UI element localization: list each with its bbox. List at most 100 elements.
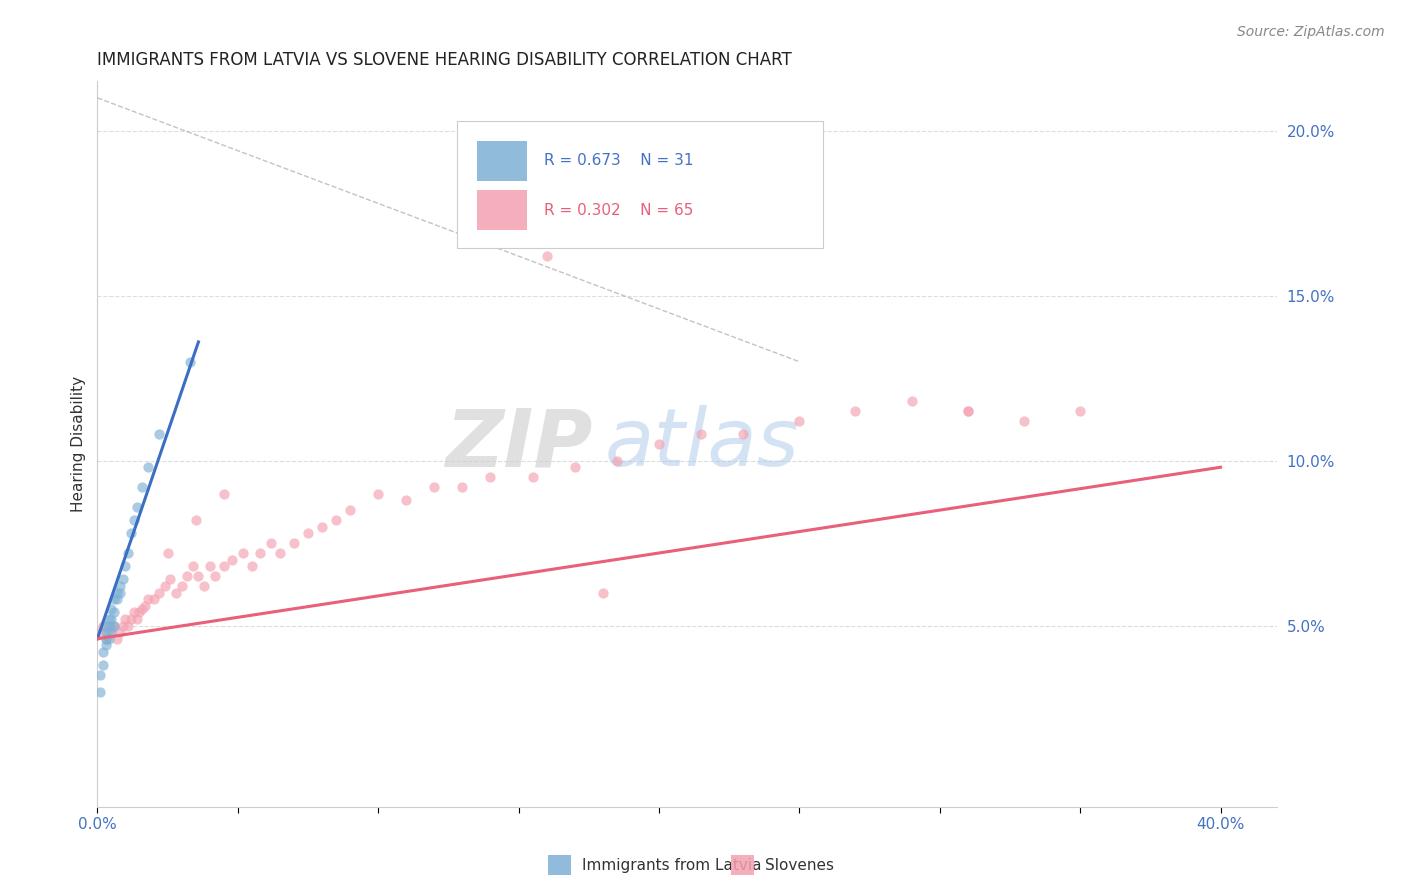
Point [181, 559, 204, 574]
Bar [477, 141, 527, 181]
Point [108, 585, 131, 599]
Text: Slovenes: Slovenes [765, 858, 834, 872]
Point [536, 249, 558, 263]
Text: atlas: atlas [605, 405, 799, 483]
Point [142, 592, 165, 607]
Point [97, 625, 120, 640]
Point [89, 684, 111, 698]
Point [221, 552, 243, 566]
Point [153, 579, 176, 593]
Point [91, 645, 114, 659]
Text: ZIP: ZIP [446, 405, 593, 483]
Point [97, 632, 120, 646]
Point [176, 569, 198, 583]
Point [451, 480, 474, 494]
Point [105, 592, 128, 607]
Point [136, 592, 159, 607]
Point [606, 453, 628, 467]
Point [198, 559, 221, 574]
Text: R = 0.673    N = 31: R = 0.673 N = 31 [544, 153, 693, 169]
Text: Immigrants from Latvia: Immigrants from Latvia [582, 858, 762, 872]
Point [89, 625, 111, 640]
Point [249, 546, 271, 560]
Point [91, 658, 114, 673]
Text: Source: ZipAtlas.com: Source: ZipAtlas.com [1237, 25, 1385, 39]
Point [111, 573, 134, 587]
Point [170, 579, 193, 593]
Point [1012, 414, 1035, 428]
Point [120, 612, 142, 626]
Point [111, 618, 134, 632]
Point [105, 632, 128, 646]
Point [114, 612, 136, 626]
Point [103, 606, 125, 620]
Point [100, 612, 122, 626]
Point [131, 602, 153, 616]
Point [114, 559, 136, 574]
Point [956, 404, 979, 418]
Point [94, 625, 117, 640]
Point [564, 460, 586, 475]
Bar [477, 190, 527, 230]
Y-axis label: Hearing Disability: Hearing Disability [72, 376, 86, 512]
Point [240, 559, 263, 574]
Point [1069, 404, 1091, 418]
Point [297, 526, 319, 541]
Point [136, 460, 159, 475]
Point [122, 513, 145, 527]
Point [103, 592, 125, 607]
Point [592, 585, 614, 599]
FancyBboxPatch shape [457, 121, 823, 248]
Point [105, 585, 128, 599]
Point [148, 585, 170, 599]
Point [131, 480, 153, 494]
Point [269, 546, 291, 560]
Point [103, 618, 125, 632]
Point [193, 579, 215, 593]
Point [283, 536, 305, 550]
Point [423, 480, 446, 494]
Point [156, 546, 179, 560]
Point [159, 573, 181, 587]
Point [108, 579, 131, 593]
Point [94, 639, 117, 653]
Point [122, 606, 145, 620]
Point [134, 599, 156, 613]
Point [97, 612, 120, 626]
Point [367, 486, 389, 500]
Point [117, 618, 139, 632]
Point [789, 414, 811, 428]
Point [184, 513, 207, 527]
Point [956, 404, 979, 418]
Point [522, 470, 544, 484]
Point [108, 625, 131, 640]
Point [94, 632, 117, 646]
Point [212, 559, 235, 574]
Point [232, 546, 254, 560]
Point [900, 394, 922, 409]
Point [117, 546, 139, 560]
Point [204, 569, 226, 583]
Point [260, 536, 283, 550]
Text: R = 0.302    N = 65: R = 0.302 N = 65 [544, 202, 693, 218]
Point [94, 632, 117, 646]
Point [179, 355, 201, 369]
Point [395, 493, 418, 508]
Point [479, 470, 502, 484]
Point [91, 618, 114, 632]
Point [125, 612, 148, 626]
Point [733, 427, 755, 442]
Text: IMMIGRANTS FROM LATVIA VS SLOVENE HEARING DISABILITY CORRELATION CHART: IMMIGRANTS FROM LATVIA VS SLOVENE HEARIN… [97, 51, 792, 69]
Point [187, 569, 209, 583]
Point [165, 585, 187, 599]
Point [648, 437, 671, 451]
Point [100, 625, 122, 640]
Point [339, 503, 361, 517]
Point [103, 618, 125, 632]
Point [100, 618, 122, 632]
Point [325, 513, 347, 527]
Point [212, 486, 235, 500]
Point [125, 500, 148, 514]
Point [690, 427, 713, 442]
Point [311, 519, 333, 533]
